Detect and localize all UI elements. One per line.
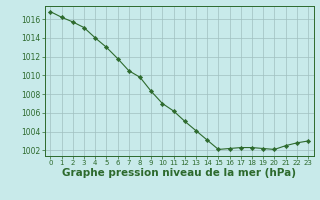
- X-axis label: Graphe pression niveau de la mer (hPa): Graphe pression niveau de la mer (hPa): [62, 168, 296, 178]
